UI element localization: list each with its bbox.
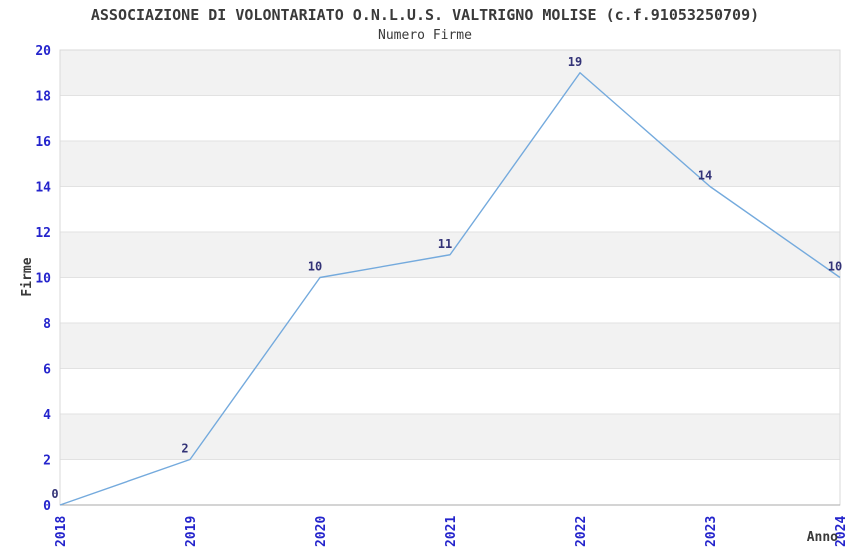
series-line (59, 72, 841, 506)
y-tick-label: 20 (35, 44, 51, 59)
x-tick-label: 2024 (834, 516, 849, 547)
plot-band (60, 141, 840, 187)
x-axis-label: Anno (806, 530, 838, 545)
point-label: 19 (568, 55, 582, 69)
point-label: 10 (828, 260, 842, 274)
x-tick-label: 2023 (704, 516, 719, 547)
x-tick-label: 2019 (184, 516, 199, 547)
y-tick-label: 6 (43, 363, 51, 378)
y-tick-label: 14 (35, 181, 51, 196)
point-label: 14 (698, 169, 712, 183)
x-tick-label: 2018 (54, 516, 69, 547)
y-axis-label: Firme (20, 257, 35, 297)
y-tick-label: 2 (43, 454, 51, 469)
point-label: 11 (438, 237, 452, 251)
y-tick-label: 10 (35, 272, 51, 287)
y-tick-label: 8 (43, 317, 51, 332)
y-tick-label: 18 (35, 90, 51, 105)
point-label: 10 (308, 260, 322, 274)
plot-band (60, 414, 840, 460)
x-tick-label: 2020 (314, 516, 329, 547)
chart-title: ASSOCIAZIONE DI VOLONTARIATO O.N.L.U.S. … (90, 6, 760, 24)
point-label: 2 (181, 442, 188, 456)
x-tick-label: 2021 (444, 516, 459, 547)
y-tick-label: 0 (43, 499, 51, 514)
point-label: 0 (51, 487, 58, 501)
y-tick-label: 4 (43, 408, 51, 423)
chart-subtitle: Numero Firme (378, 28, 472, 43)
y-tick-label: 16 (35, 135, 51, 150)
plot-band (60, 50, 840, 96)
plot-band (60, 323, 840, 369)
y-tick-label: 12 (35, 226, 51, 241)
x-tick-label: 2022 (574, 516, 589, 547)
